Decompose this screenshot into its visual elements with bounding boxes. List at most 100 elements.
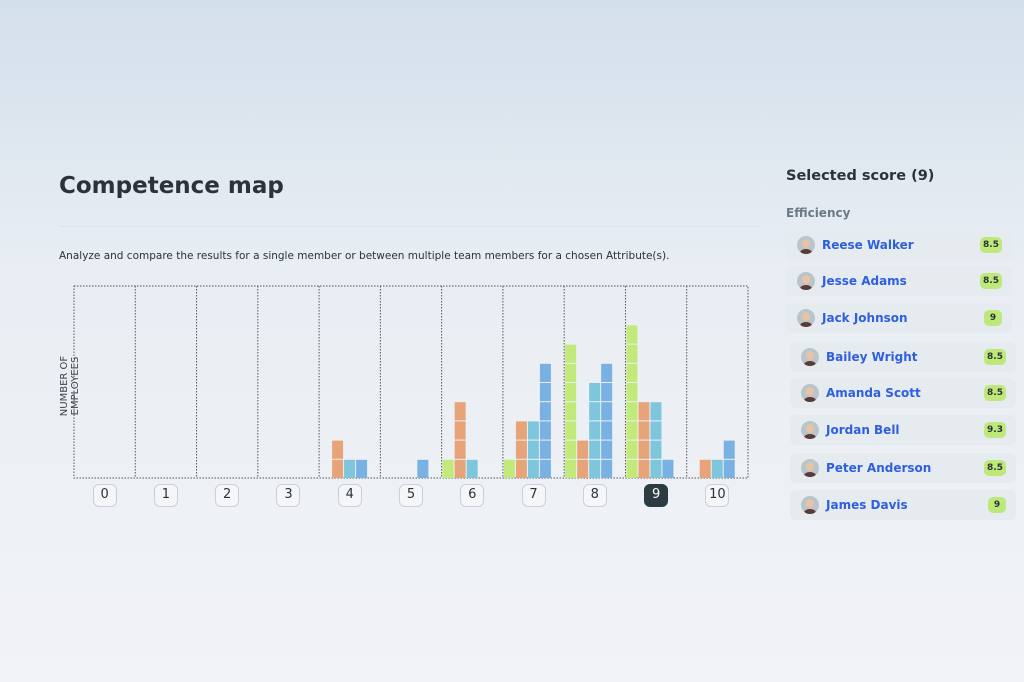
- bar-unit-series-green: [626, 459, 638, 478]
- bar-unit-series-orange: [638, 402, 650, 421]
- bar-unit-series-blue: [601, 421, 613, 440]
- score-button-1[interactable]: 1: [153, 484, 178, 507]
- score-button-8[interactable]: 8: [582, 484, 607, 507]
- bar-unit-series-blue: [662, 459, 674, 478]
- bar-unit-series-blue: [539, 402, 551, 421]
- bar-unit-series-orange: [332, 440, 344, 459]
- bar-unit-series-blue: [601, 440, 613, 459]
- bar-unit-series-green: [626, 363, 638, 382]
- bar-unit-series-green: [626, 421, 638, 440]
- bar-unit-series-orange: [332, 459, 344, 478]
- attribute-label: Efficiency: [786, 206, 851, 220]
- avatar: [797, 272, 815, 290]
- bar-unit-series-blue: [601, 383, 613, 402]
- bar-unit-series-orange: [638, 421, 650, 440]
- bar-unit-series-orange: [515, 459, 527, 478]
- bar-unit-series-teal: [589, 440, 601, 459]
- bar-unit-series-teal: [589, 459, 601, 478]
- score-badge: 9: [988, 497, 1006, 513]
- score-button-5[interactable]: 5: [399, 484, 423, 507]
- member-card[interactable]: Jesse Adams 8.5: [786, 266, 1012, 296]
- bar-unit-series-green: [565, 344, 577, 363]
- score-button-0[interactable]: 0: [92, 484, 117, 507]
- bar-unit-series-blue: [539, 440, 551, 459]
- member-card[interactable]: Reese Walker 8.5: [786, 230, 1012, 260]
- selected-score-title: Selected score (9): [786, 168, 935, 184]
- bar-unit-series-blue: [723, 459, 735, 478]
- member-name[interactable]: James Davis: [826, 498, 908, 512]
- bar-unit-series-blue: [356, 459, 368, 478]
- page-description: Analyze and compare the results for a si…: [59, 250, 670, 262]
- bar-unit-series-orange: [454, 402, 466, 421]
- bar-unit-series-blue: [539, 383, 551, 402]
- bar-unit-series-blue: [723, 440, 735, 459]
- bar-unit-series-teal: [650, 440, 662, 459]
- bar-unit-series-green: [626, 402, 638, 421]
- score-button-3[interactable]: 3: [276, 484, 301, 507]
- score-button-9[interactable]: 9: [644, 484, 669, 507]
- bar-unit-series-teal: [650, 459, 662, 478]
- bar-unit-series-teal: [711, 459, 723, 478]
- bar-unit-series-green: [626, 383, 638, 402]
- bar-unit-series-teal: [527, 459, 539, 478]
- bar-unit-series-green: [565, 440, 577, 459]
- avatar: [801, 384, 819, 402]
- bar-unit-series-green: [626, 440, 638, 459]
- score-button-4[interactable]: 4: [337, 484, 362, 507]
- bar-unit-series-orange: [454, 421, 466, 440]
- bar-unit-series-blue: [539, 459, 551, 478]
- score-badge: 8.5: [980, 273, 1002, 289]
- member-name[interactable]: Jesse Adams: [822, 274, 907, 288]
- bar-unit-series-teal: [650, 402, 662, 421]
- member-name[interactable]: Amanda Scott: [826, 386, 921, 400]
- member-name[interactable]: Jack Johnson: [822, 311, 908, 325]
- bar-unit-series-teal: [589, 421, 601, 440]
- member-card[interactable]: Jack Johnson 9: [786, 303, 1012, 333]
- bar-unit-series-orange: [638, 440, 650, 459]
- bar-unit-series-orange: [577, 459, 589, 478]
- member-name[interactable]: Jordan Bell: [826, 423, 900, 437]
- score-button-10[interactable]: 10: [705, 484, 730, 507]
- bar-unit-series-teal: [527, 421, 539, 440]
- bar-unit-series-teal: [589, 402, 601, 421]
- bar-unit-series-blue: [601, 402, 613, 421]
- bar-unit-series-orange: [454, 440, 466, 459]
- member-card[interactable]: Bailey Wright 8.5: [790, 342, 1016, 372]
- bar-unit-series-green: [565, 459, 577, 478]
- score-button-7[interactable]: 7: [521, 484, 546, 507]
- bar-unit-series-blue: [417, 459, 429, 478]
- bar-unit-series-teal: [344, 459, 356, 478]
- bar-unit-series-blue: [601, 363, 613, 382]
- bar-unit-series-orange: [577, 440, 589, 459]
- bar-unit-series-teal: [650, 421, 662, 440]
- plot-frame: [73, 285, 749, 479]
- avatar: [797, 236, 815, 254]
- avatar: [801, 496, 819, 514]
- member-card[interactable]: Peter Anderson 8.5: [790, 453, 1016, 483]
- avatar: [801, 421, 819, 439]
- bar-unit-series-green: [503, 459, 515, 478]
- member-name[interactable]: Bailey Wright: [826, 350, 918, 364]
- bar-unit-series-green: [626, 325, 638, 344]
- bar-unit-series-teal: [466, 459, 478, 478]
- bar-unit-series-blue: [539, 363, 551, 382]
- member-name[interactable]: Reese Walker: [822, 238, 914, 252]
- score-button-2[interactable]: 2: [215, 484, 240, 507]
- member-card[interactable]: Amanda Scott 8.5: [790, 378, 1016, 408]
- bar-unit-series-teal: [589, 383, 601, 402]
- member-card[interactable]: Jordan Bell 9.3: [790, 415, 1016, 445]
- bar-unit-series-blue: [539, 421, 551, 440]
- member-card[interactable]: James Davis 9: [790, 490, 1016, 520]
- score-badge: 8.5: [984, 460, 1006, 476]
- avatar: [801, 348, 819, 366]
- avatar: [797, 309, 815, 327]
- bar-unit-series-green: [565, 402, 577, 421]
- member-name[interactable]: Peter Anderson: [826, 461, 932, 475]
- score-badge: 8.5: [980, 237, 1002, 253]
- bar-unit-series-green: [442, 459, 454, 478]
- avatar: [801, 459, 819, 477]
- score-button-6[interactable]: 6: [460, 484, 485, 507]
- bar-unit-series-blue: [601, 459, 613, 478]
- bar-unit-series-orange: [638, 459, 650, 478]
